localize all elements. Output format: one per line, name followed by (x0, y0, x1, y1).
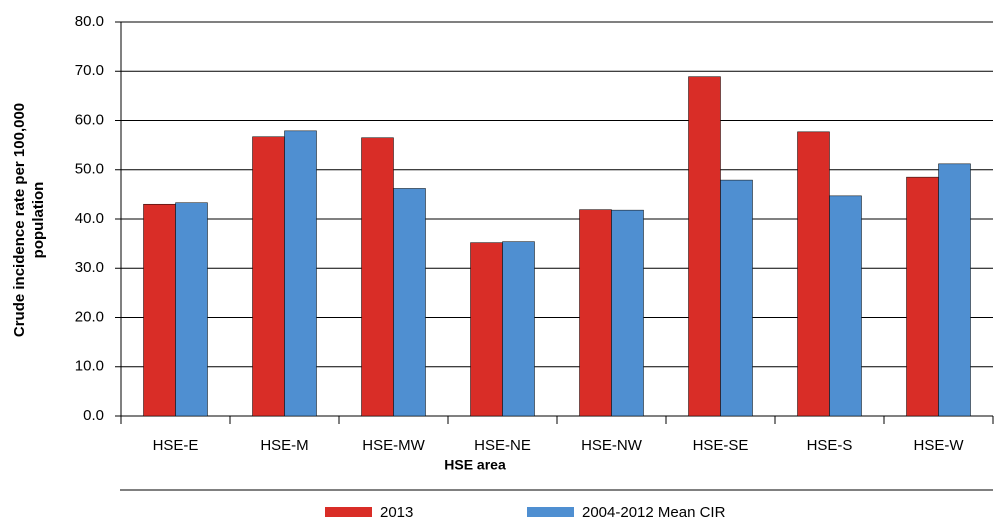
legend-label: 2004-2012 Mean CIR (582, 504, 726, 521)
bar (906, 176, 939, 417)
x-tick-label: HSE-SE (693, 437, 749, 454)
bar (579, 209, 612, 417)
legend-label: 2013 (380, 504, 413, 521)
bar (829, 195, 862, 417)
bar (797, 131, 830, 417)
bar (502, 241, 535, 417)
y-tick-label: 50.0 (75, 161, 104, 178)
bar (143, 203, 176, 417)
bar (393, 188, 426, 417)
bar (284, 130, 317, 417)
bar (938, 163, 971, 417)
y-tick-label: 0.0 (83, 407, 104, 424)
y-tick-label: 70.0 (75, 62, 104, 79)
x-tick-label: HSE-M (260, 437, 308, 454)
bar (611, 209, 644, 417)
y-axis-title-line: population (30, 182, 47, 259)
y-tick-label: 60.0 (75, 111, 104, 128)
y-axis-title-line: Crude incidence rate per 100,000 (11, 103, 28, 337)
bar (720, 179, 753, 417)
y-tick-label: 40.0 (75, 210, 104, 227)
x-tick-label: HSE-NW (581, 437, 643, 454)
x-tick-label: HSE-E (153, 437, 199, 454)
legend-swatch (325, 507, 372, 517)
x-tick-label: HSE-NE (474, 437, 531, 454)
x-tick-label: HSE-MW (362, 437, 425, 454)
bar (470, 242, 503, 417)
bar (252, 136, 285, 417)
y-tick-label: 10.0 (75, 358, 104, 375)
x-tick-label: HSE-W (914, 437, 965, 454)
y-tick-label: 20.0 (75, 308, 104, 325)
y-axis-title: Crude incidence rate per 100,000 populat… (11, 103, 47, 337)
legend-swatch (527, 507, 574, 517)
bar (688, 76, 721, 417)
y-tick-label: 80.0 (75, 13, 104, 30)
bar (175, 202, 208, 417)
x-axis-title: HSE area (444, 457, 506, 473)
y-tick-label: 30.0 (75, 259, 104, 276)
bar (361, 137, 394, 417)
x-tick-label: HSE-S (807, 437, 853, 454)
